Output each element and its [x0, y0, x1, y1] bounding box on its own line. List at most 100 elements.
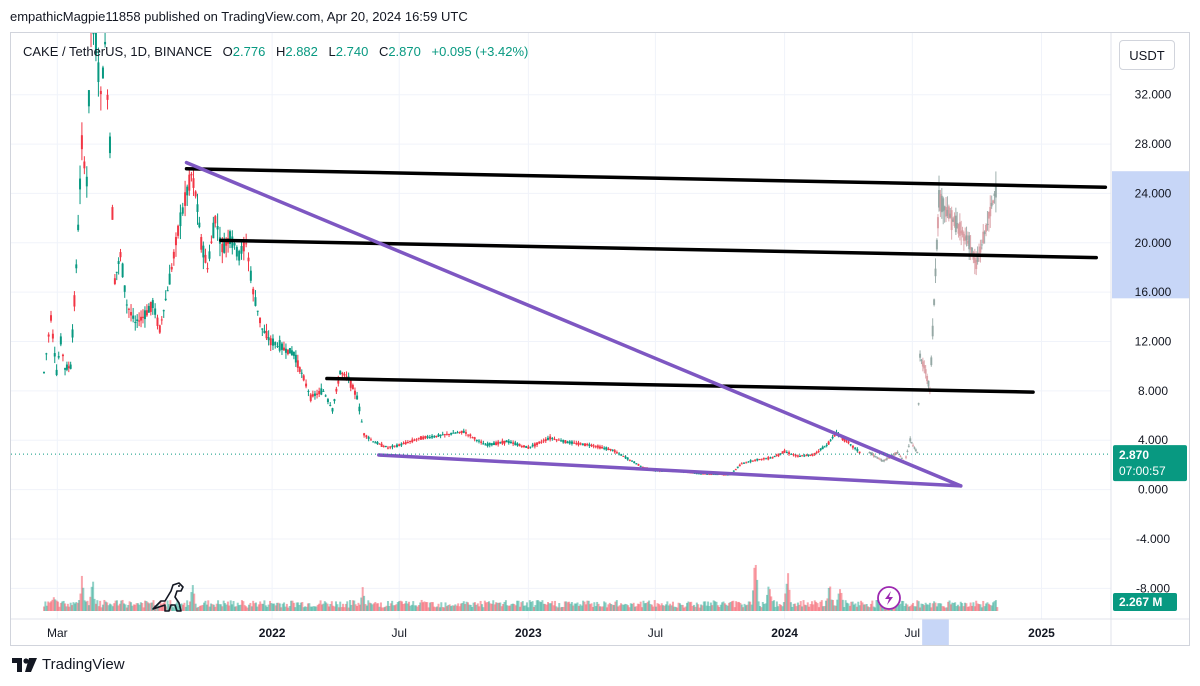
candle-body: [400, 443, 403, 446]
volume-bar: [232, 601, 235, 611]
volume-bar: [972, 602, 975, 611]
volume-bar: [427, 607, 430, 611]
candle-body: [267, 337, 270, 341]
candle-body: [516, 443, 519, 446]
symbol-legend[interactable]: CAKE / TetherUS, 1D, BINANCE O2.776 H2.8…: [23, 44, 528, 59]
volume-bar: [730, 601, 733, 611]
volume-bar: [208, 606, 211, 611]
volume-bar: [840, 592, 843, 611]
symbol-name[interactable]: CAKE / TetherUS, 1D, BINANCE: [23, 44, 213, 59]
volume-bar: [871, 600, 874, 611]
volume-bar: [714, 601, 717, 611]
candle-body: [363, 433, 366, 436]
y-tick-label: 12.000: [1135, 335, 1172, 349]
volume-bar: [68, 606, 71, 611]
lightning-icon[interactable]: [877, 586, 901, 610]
volume-bar: [203, 602, 206, 611]
candle-body: [478, 440, 481, 442]
volume-bar: [570, 602, 573, 611]
drawings[interactable]: [184, 160, 1108, 488]
volume-bar: [406, 603, 409, 611]
volume-bar: [51, 599, 54, 611]
volume-bar: [899, 603, 902, 611]
volume-bar: [358, 604, 361, 611]
future-candle-body: [895, 452, 898, 455]
candle-body: [777, 453, 780, 456]
volume-bar: [815, 601, 818, 611]
candle-body: [254, 297, 257, 306]
volume-bar: [954, 602, 957, 611]
volume-bar: [538, 601, 541, 611]
volume-bar: [58, 606, 61, 611]
volume-bar: [503, 601, 506, 611]
chart-frame[interactable]: CAKE / TetherUS, 1D, BINANCE O2.776 H2.8…: [10, 32, 1190, 646]
future-candle-body: [893, 453, 896, 455]
volume-bar: [920, 603, 923, 611]
future-candle-body: [906, 450, 909, 452]
volume-bar: [900, 600, 903, 611]
volume-bar: [395, 604, 398, 611]
candle-body: [568, 441, 571, 444]
currency-button[interactable]: USDT: [1119, 40, 1175, 70]
candle-body: [351, 384, 354, 390]
candle-body: [274, 342, 277, 346]
candle-body: [372, 441, 375, 443]
candle-body: [586, 443, 589, 446]
volume-bar: [384, 606, 387, 611]
volume-bar: [372, 603, 375, 611]
volume-bar: [850, 601, 853, 611]
volume-bar: [276, 602, 279, 611]
volume-bar: [71, 605, 74, 611]
future-candle-body: [887, 457, 890, 459]
volume-bar: [306, 603, 309, 611]
volume-bar: [254, 602, 257, 611]
volume-bar: [805, 605, 808, 611]
volume-bar: [468, 604, 471, 611]
candle-body: [702, 473, 705, 475]
candle-body: [79, 178, 82, 190]
volume-bar: [702, 601, 705, 611]
candle-body: [620, 454, 623, 456]
tradingview-footer[interactable]: TradingView: [12, 656, 125, 673]
candle-body: [805, 455, 808, 457]
volume-bar: [323, 601, 326, 611]
x-tick-label: 2024: [771, 626, 798, 640]
volume-bar: [464, 604, 467, 611]
candle-body: [437, 434, 440, 437]
candle-body: [505, 440, 508, 443]
candle-body: [471, 437, 474, 439]
volume-bar: [229, 600, 232, 611]
volume-bar: [624, 603, 627, 611]
candle-body: [794, 454, 797, 457]
volume-bar: [502, 604, 505, 611]
dinosaur-icon[interactable]: [152, 582, 184, 612]
volume-bar: [61, 601, 64, 611]
candle-body: [316, 393, 319, 395]
volume-bar: [80, 575, 83, 611]
candle-body: [210, 241, 213, 243]
candle-body: [194, 191, 197, 197]
volume-bar: [304, 606, 307, 611]
volume-bar: [370, 603, 373, 611]
volume-bar: [211, 604, 214, 611]
price-chart[interactable]: 32.000 28.000 24.000 20.000 16.000 12.000 8.00…: [11, 33, 1189, 645]
candle-body: [706, 473, 709, 475]
volume-bar: [385, 605, 388, 611]
volume-bar: [750, 604, 753, 611]
candle-body: [198, 222, 201, 228]
future-candle-body: [907, 445, 910, 447]
volume-bar: [462, 601, 465, 611]
volume-bar: [662, 605, 665, 611]
candle-body: [320, 388, 323, 395]
candle-body: [490, 443, 493, 446]
candle-body: [570, 441, 573, 444]
volume-bar: [118, 603, 121, 611]
future-candle-body: [989, 206, 992, 217]
candle-body: [356, 395, 359, 400]
candle-body: [113, 278, 116, 284]
volume-bar: [667, 605, 670, 611]
volume-bar: [186, 600, 189, 611]
candle-body: [469, 434, 472, 437]
candle-body: [533, 443, 536, 447]
price-tag: [1113, 445, 1187, 482]
